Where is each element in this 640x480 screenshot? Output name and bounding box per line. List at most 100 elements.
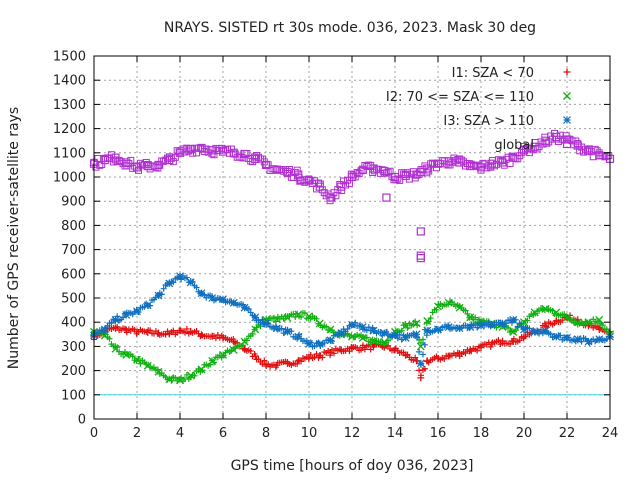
data-point [402, 351, 410, 359]
data-point [369, 326, 378, 335]
data-point [369, 164, 378, 173]
data-point [552, 332, 561, 341]
series-layer [89, 129, 615, 385]
data-point [434, 325, 442, 334]
data-point [219, 334, 227, 342]
data-point [294, 357, 302, 365]
data-point [391, 346, 399, 354]
data-point [197, 143, 206, 153]
data-point [434, 302, 442, 311]
data-point [380, 338, 389, 347]
data-point [262, 361, 270, 369]
data-point [416, 253, 425, 263]
data-point [315, 340, 324, 348]
data-point [305, 312, 313, 321]
x-tick-label: 10 [301, 426, 318, 441]
data-point [541, 304, 550, 313]
y-tick-label: 0 [78, 413, 86, 428]
data-point [519, 146, 529, 155]
data-point [100, 331, 109, 340]
data-point [595, 335, 604, 344]
data-point [584, 337, 593, 346]
data-point [219, 350, 227, 359]
data-point [466, 346, 474, 354]
series-4 [296, 176, 425, 263]
data-point [197, 289, 206, 298]
x-tick-label: 4 [176, 426, 184, 441]
data-point [176, 376, 184, 385]
data-point [272, 324, 281, 333]
data-point [477, 321, 485, 330]
data-point [316, 352, 324, 360]
data-point [272, 315, 281, 324]
data-point [154, 291, 163, 300]
data-point [563, 313, 571, 322]
data-point [229, 346, 238, 354]
data-point [176, 327, 184, 335]
x-tick-label: 18 [473, 426, 490, 441]
y-tick-label: 1000 [53, 171, 86, 186]
data-point [423, 164, 432, 173]
data-point [530, 327, 539, 336]
data-point [573, 335, 582, 344]
data-point [229, 148, 238, 157]
data-point [111, 153, 120, 162]
y-tick-label: 500 [61, 292, 86, 307]
data-point [111, 344, 120, 353]
legend: I1: SZA < 70 I2: 70 <= SZA <= 110 I3: SZA … [386, 66, 572, 153]
data-point [487, 320, 496, 329]
x-tick-label: 20 [516, 426, 533, 441]
data-point [283, 313, 292, 322]
legend-label: global [494, 138, 534, 153]
y-tick-label: 200 [61, 364, 86, 379]
y-tick-label: 1500 [53, 50, 86, 65]
data-point [112, 324, 119, 332]
data-point [423, 357, 431, 365]
data-point [584, 146, 593, 155]
data-point [230, 338, 238, 346]
data-point [315, 182, 324, 191]
data-point [348, 332, 356, 341]
data-point [416, 342, 425, 351]
data-point [219, 295, 227, 304]
data-point [434, 355, 442, 362]
y-tick-label: 100 [61, 388, 86, 403]
data-point [466, 323, 475, 331]
data-point [296, 176, 305, 185]
data-point [444, 298, 453, 307]
data-point [208, 146, 217, 155]
y-tick-label: 800 [61, 219, 86, 234]
data-point [283, 168, 292, 177]
data-point [499, 337, 506, 345]
data-point [197, 365, 206, 374]
data-point [241, 345, 248, 353]
data-point [466, 162, 475, 171]
data-point [186, 371, 195, 380]
data-point [175, 148, 185, 157]
legend-marker [563, 92, 571, 100]
data-point [416, 251, 425, 260]
data-point [382, 193, 391, 202]
data-point [133, 355, 141, 364]
data-point [165, 375, 174, 384]
data-point [132, 163, 142, 172]
data-point [326, 336, 335, 345]
data-point [251, 325, 260, 334]
legend-label: I2: 70 <= SZA <= 110 [386, 90, 534, 105]
data-point [369, 337, 378, 346]
data-point [100, 155, 109, 165]
data-point [155, 329, 162, 337]
data-point [552, 308, 561, 317]
data-point [305, 340, 313, 348]
data-point [412, 330, 421, 339]
data-point [573, 318, 582, 327]
x-tick-label: 24 [602, 426, 619, 441]
data-point [530, 142, 539, 151]
data-point [455, 303, 464, 312]
data-point [552, 317, 560, 325]
data-point [509, 338, 517, 346]
data-point [144, 328, 152, 336]
series-2 [90, 272, 614, 368]
data-point [327, 348, 334, 356]
